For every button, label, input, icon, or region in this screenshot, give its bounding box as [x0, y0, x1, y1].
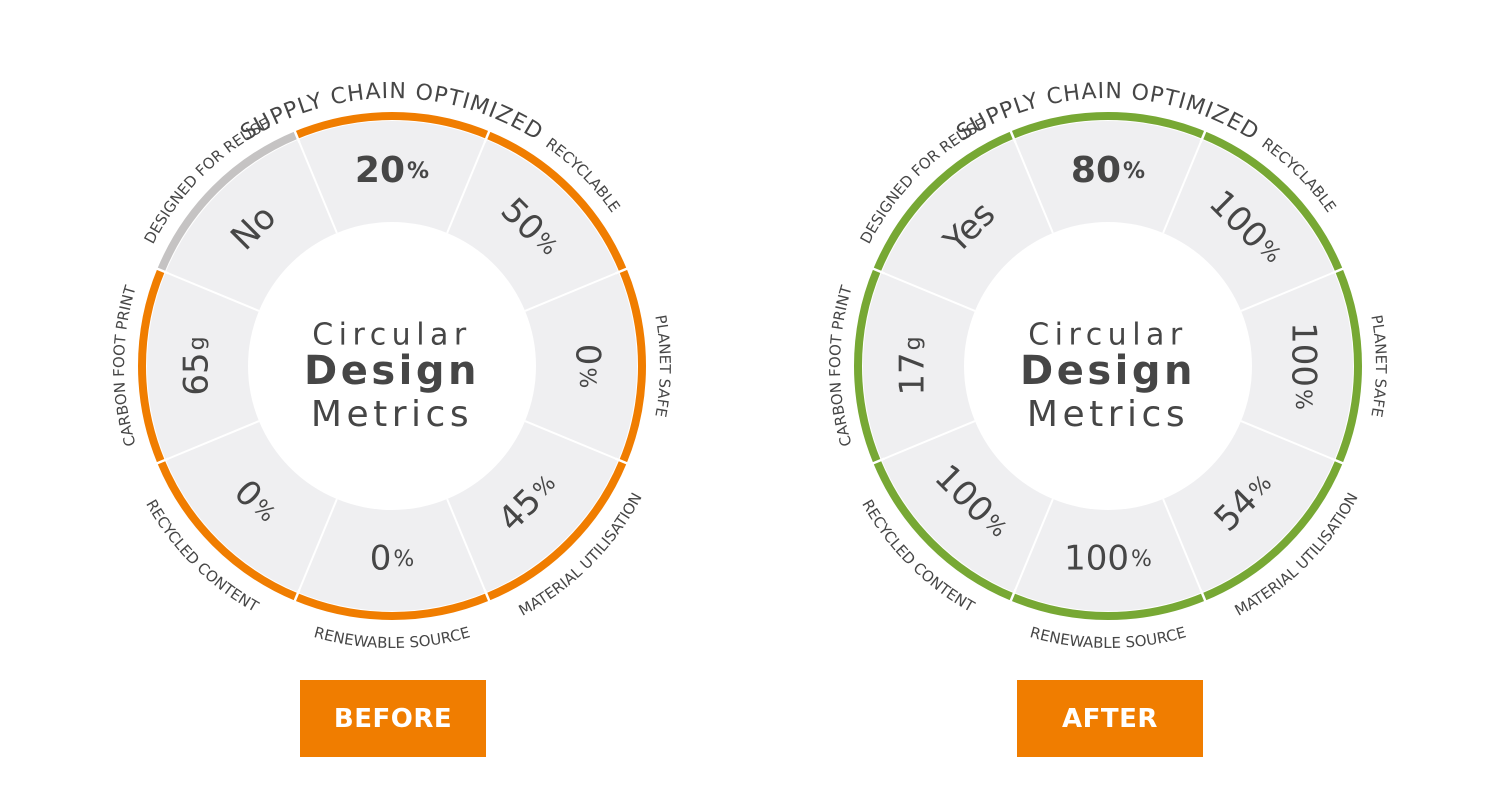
label-carbon-foot-print: CARBON FOOT PRINT: [110, 283, 140, 449]
ring-arc-carbon-foot-print: [138, 268, 165, 464]
center-line-2: Design: [304, 348, 480, 394]
center-line-1: Circular: [1028, 318, 1188, 353]
segment-divider: [1162, 498, 1203, 593]
label-carbon-foot-print: CARBON FOOT PRINT: [826, 283, 856, 449]
segment-divider: [1240, 271, 1335, 312]
segment-divider: [297, 498, 338, 593]
segment-divider: [1162, 139, 1203, 234]
label-renewable-source: RENEWABLE SOURCE: [312, 623, 472, 652]
ring-arc-supply-chain-optimized: [294, 112, 490, 139]
ring-arc-planet-safe: [619, 268, 646, 464]
segment-divider: [524, 420, 619, 461]
segment-divider: [165, 420, 260, 461]
ring-arc-material-utilisation: [1202, 460, 1343, 601]
segment-divider: [524, 271, 619, 312]
ring-arc-supply-chain-optimized: [1010, 112, 1206, 139]
ring-arc-recycled-content: [873, 460, 1014, 601]
unit-planet-safe: %: [1290, 389, 1315, 410]
segment-divider: [881, 420, 976, 461]
ring-arc-recycled-content: [157, 460, 298, 601]
label-planet-safe: PLANET SAFE: [1367, 313, 1390, 418]
unit-supply-chain-optimized: %: [407, 159, 429, 184]
segment-divider: [165, 271, 260, 312]
unit-renewable-source: %: [393, 547, 414, 572]
ring-arc-renewable-source: [1010, 593, 1206, 620]
ring-arc-designed-for-reuse: [157, 131, 298, 272]
segment-divider: [881, 271, 976, 312]
ring-arc-carbon-foot-print: [854, 268, 881, 464]
unit-carbon-foot-print: g: [185, 336, 210, 350]
ring-arc-planet-safe: [1335, 268, 1362, 464]
center-line-3: Metrics: [1027, 394, 1189, 435]
ring-arc-recyclable: [1202, 131, 1343, 272]
segment-divider: [1013, 139, 1054, 234]
center-line-2: Design: [1020, 348, 1196, 394]
unit-renewable-source: %: [1131, 547, 1152, 572]
segment-divider: [1240, 420, 1335, 461]
unit-planet-safe: %: [574, 367, 599, 388]
segment-divider: [1013, 498, 1054, 593]
unit-carbon-foot-print: g: [901, 336, 926, 350]
after-button[interactable]: AFTER: [1017, 680, 1203, 757]
segment-divider: [297, 139, 338, 234]
ring-arc-renewable-source: [294, 593, 490, 620]
ring-arc-recyclable: [486, 131, 627, 272]
segment-divider: [446, 498, 487, 593]
segment-divider: [446, 139, 487, 234]
unit-supply-chain-optimized: %: [1123, 159, 1145, 184]
label-renewable-source: RENEWABLE SOURCE: [1028, 623, 1188, 652]
ring-arc-material-utilisation: [486, 460, 627, 601]
center-line-3: Metrics: [311, 394, 473, 435]
label-planet-safe: PLANET SAFE: [651, 313, 674, 418]
ring-arc-designed-for-reuse: [873, 131, 1014, 272]
before-button[interactable]: BEFORE: [300, 680, 486, 757]
wheel-center: [248, 222, 536, 510]
center-line-1: Circular: [312, 318, 472, 353]
wheel-center: [964, 222, 1252, 510]
